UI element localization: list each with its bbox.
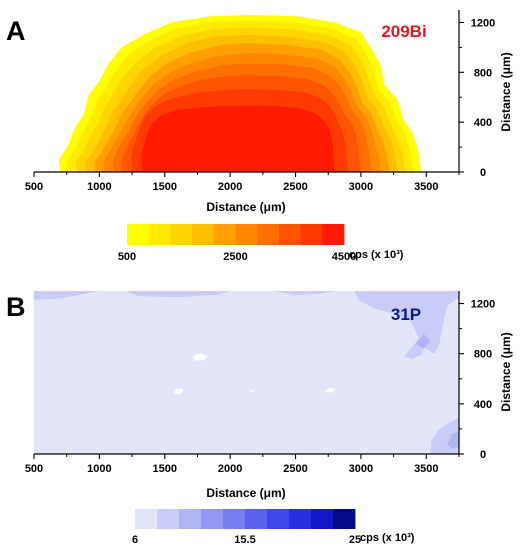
panel-b-colorbar-swatch-10 — [333, 509, 356, 529]
panel-b-colorbar-swatch-7 — [267, 509, 290, 529]
panel-b-colorbar-swatch-9 — [311, 509, 334, 529]
panel-b: B 500 1000 1500 2000 2500 3000 3500 0 400 800 120… — [6, 291, 513, 546]
panel-a-x-tick-label: 3500 — [414, 181, 438, 193]
panel-a-x-tick-label: 500 — [25, 181, 43, 193]
panel-a-x-tick-label: 2500 — [283, 181, 307, 193]
panel-b-colorbar-swatch-4 — [201, 509, 224, 529]
panel-b-colorbar-swatch-2 — [157, 509, 180, 529]
panel-b-base-field — [34, 291, 459, 454]
panel-a-colorbar-swatch-8 — [278, 224, 301, 245]
panel-b-x-tick-label: 1000 — [87, 463, 111, 475]
panel-a-y-ticks: 0 400 800 1200 — [459, 17, 495, 179]
panel-a-colorbar-swatch-4 — [192, 224, 215, 245]
panel-a-y-tick-label: 0 — [480, 167, 486, 179]
panel-b-patch-2 — [275, 291, 335, 296]
panel-a-y-tick-label: 400 — [474, 117, 492, 129]
panel-b-x-tick-label: 2500 — [283, 463, 307, 475]
panel-b-patch-3 — [354, 291, 459, 354]
panel-b-letter: B — [6, 292, 26, 322]
panel-b-element-label: 31P — [391, 305, 421, 324]
panel-a-colorbar-swatch-10 — [322, 224, 345, 245]
panel-a-x-ticks: 500 1000 1500 2000 2500 3000 3500 — [25, 172, 460, 193]
panel-a-colorbar — [127, 224, 345, 245]
panel-b-y-tick-label: 1200 — [471, 299, 495, 311]
panel-b-x-tick-label: 3500 — [414, 463, 438, 475]
panel-a-element-label: 209Bi — [381, 22, 426, 41]
panel-a-colorbar-unit: cps (x 10³) — [349, 249, 404, 261]
panel-b-y-axis-label: Distance (μm) — [499, 332, 513, 411]
panel-a-x-tick-label: 2000 — [218, 181, 242, 193]
panel-a-y-tick-label: 1200 — [471, 17, 495, 29]
panel-b-colorbar-swatch-6 — [245, 509, 268, 529]
panel-a-colorbar-tick-label: 4500 — [332, 251, 356, 263]
panel-b-x-axis-label: Distance (μm) — [206, 486, 285, 500]
panel-a-x-tick-label: 3000 — [349, 181, 373, 193]
panel-b-patch-11 — [325, 388, 335, 393]
panel-b-y-tick-label: 800 — [474, 349, 492, 361]
panel-a-y-axis-label: Distance (μm) — [499, 52, 513, 131]
panel-a-letter: A — [6, 16, 26, 46]
panel-b-patch-10 — [249, 389, 255, 392]
panel-a-colorbar-swatch-9 — [300, 224, 323, 245]
panel-b-colorbar-tick-label: 6 — [132, 534, 138, 546]
panel-a-colorbar-tick-label: 2500 — [223, 251, 247, 263]
panel-a-colorbar-swatch-5 — [213, 224, 236, 245]
panel-b-patch-7 — [447, 431, 459, 449]
panel-b-patch-1 — [125, 291, 231, 298]
panel-a-heatmap — [58, 15, 422, 173]
panel-a-x-tick-label: 1000 — [87, 181, 111, 193]
panel-b-heatmap — [34, 291, 459, 454]
panel-a-colorbar-swatch-3 — [170, 224, 193, 245]
panel-a-contour-level-10 — [141, 105, 335, 172]
panel-b-x-tick-label: 3000 — [349, 463, 373, 475]
panel-b-colorbar — [135, 509, 356, 529]
panel-a-y-tick-label: 800 — [474, 67, 492, 79]
panel-b-x-tick-label: 1500 — [153, 463, 177, 475]
panel-a-colorbar-tick-label: 500 — [118, 251, 136, 263]
panel-b-colorbar-unit: cps (x 10³) — [360, 532, 415, 544]
panel-a: A 500 1000 1500 2000 2500 3000 3500 0 400 800 120… — [6, 10, 513, 263]
panel-a-colorbar-swatch-1 — [127, 224, 150, 245]
panel-b-colorbar-tick-label: 15.5 — [234, 534, 255, 546]
panel-a-x-axis-label: Distance (μm) — [206, 200, 285, 214]
panel-b-patch-6 — [415, 333, 431, 349]
panel-b-colorbar-swatch-8 — [289, 509, 312, 529]
panel-a-x-tick-label: 1500 — [153, 181, 177, 193]
panel-a-colorbar-ticks: 500 2500 4500 — [118, 251, 356, 263]
panel-b-colorbar-swatch-1 — [135, 509, 158, 529]
panel-b-colorbar-ticks: 6 15.5 25 — [132, 534, 361, 546]
panel-b-colorbar-swatch-5 — [223, 509, 246, 529]
panel-a-colorbar-swatch-2 — [148, 224, 171, 245]
panel-b-y-tick-label: 400 — [474, 399, 492, 411]
panel-a-colorbar-swatch-7 — [257, 224, 280, 245]
panel-b-x-tick-label: 2000 — [218, 463, 242, 475]
panel-b-y-ticks: 0 400 800 1200 — [459, 299, 495, 461]
panel-b-x-tick-label: 500 — [25, 463, 43, 475]
panel-b-colorbar-tick-label: 25 — [349, 534, 361, 546]
panel-b-patch-8 — [192, 353, 208, 361]
panel-b-patch-0 — [34, 291, 100, 300]
panel-b-y-tick-label: 0 — [480, 449, 486, 461]
panel-b-colorbar-swatch-3 — [179, 509, 202, 529]
panel-a-colorbar-swatch-6 — [235, 224, 258, 245]
panel-b-x-ticks: 500 1000 1500 2000 2500 3000 3500 — [25, 454, 460, 475]
panel-b-patch-9 — [173, 388, 184, 395]
